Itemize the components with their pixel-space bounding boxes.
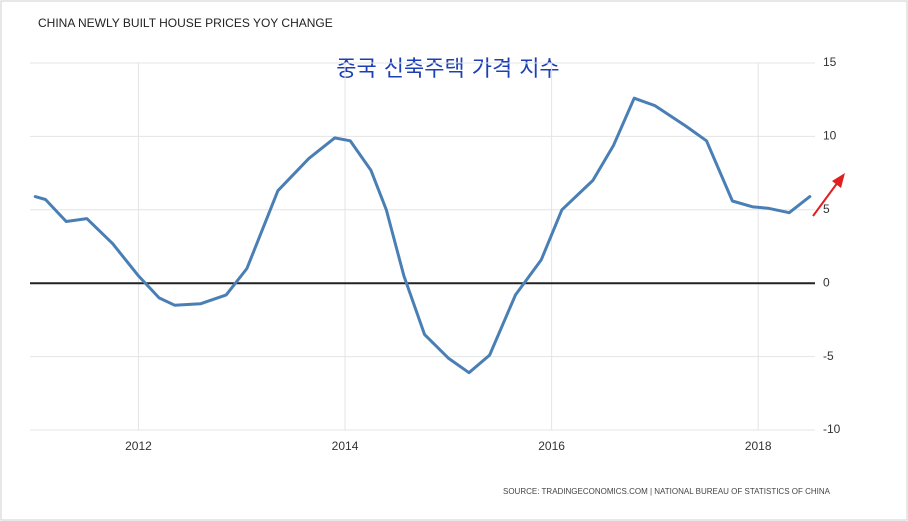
arrow-head xyxy=(832,173,845,188)
x-tick-label: 2018 xyxy=(745,439,772,453)
y-tick-label: 0 xyxy=(823,275,830,289)
y-tick-label: -5 xyxy=(823,349,834,363)
y-tick-label: -10 xyxy=(823,422,841,436)
source-note: SOURCE: TRADINGECONOMICS.COM | NATIONAL … xyxy=(503,487,831,496)
y-tick-label: 15 xyxy=(823,55,837,69)
x-tick-label: 2014 xyxy=(332,439,359,453)
arrow-shaft xyxy=(812,181,839,217)
chart-title: CHINA NEWLY BUILT HOUSE PRICES YOY CHANG… xyxy=(38,16,333,30)
line-series xyxy=(33,96,812,375)
chart-subtitle: 중국 신축주택 가격 지수 xyxy=(336,57,559,82)
y-tick-label: 5 xyxy=(823,202,830,216)
x-tick-label: 2012 xyxy=(125,439,152,453)
x-tick-label: 2016 xyxy=(538,439,565,453)
annotation-arrow xyxy=(812,173,845,217)
y-tick-label: 10 xyxy=(823,129,837,143)
